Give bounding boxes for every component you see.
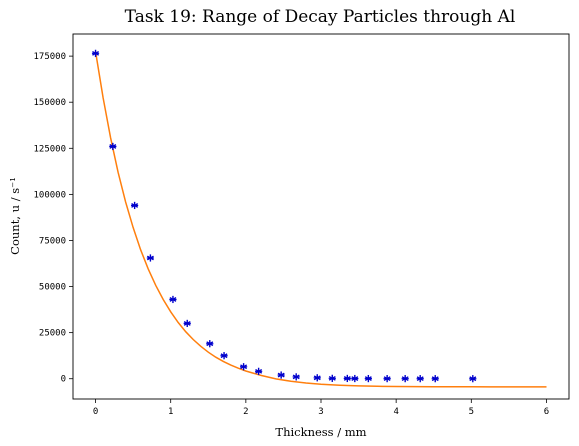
data-point <box>313 374 321 382</box>
data-point <box>351 374 359 383</box>
x-tick-label: 1 <box>168 407 173 417</box>
y-tick-label: 50000 <box>39 283 66 293</box>
y-tick-label: 175000 <box>33 52 66 62</box>
x-tick-label: 0 <box>93 407 98 417</box>
data-point <box>277 371 285 379</box>
y-axis-ticks: 0 25000 50000 75000 100000 125000 150000 175000 <box>33 52 73 385</box>
data-point <box>183 319 191 328</box>
data-point <box>401 375 409 383</box>
data-point <box>109 142 117 151</box>
x-tick-label: 4 <box>393 407 398 417</box>
data-point <box>469 375 477 383</box>
data-point <box>431 375 439 383</box>
data-point <box>169 295 177 304</box>
y-tick-label: 25000 <box>39 329 66 339</box>
x-tick-label: 5 <box>469 407 474 417</box>
data-point <box>239 363 248 371</box>
x-tick-label: 6 <box>544 407 549 417</box>
plot-area <box>91 49 547 388</box>
y-tick-label: 150000 <box>33 98 66 108</box>
x-tick-label: 3 <box>318 407 323 417</box>
data-point <box>343 374 351 383</box>
data-point <box>146 254 155 262</box>
data-point <box>292 373 300 381</box>
x-tick-label: 2 <box>243 407 248 417</box>
data-point <box>255 367 263 375</box>
data-point <box>328 374 336 382</box>
data-point <box>383 375 391 383</box>
data-point <box>131 201 139 210</box>
y-tick-label: 0 <box>61 375 66 385</box>
fit-curve <box>94 51 547 388</box>
axes-frame <box>72 33 570 400</box>
chart-title: Task 19: Range of Decay Particles throug… <box>125 7 516 27</box>
y-axis-label: Count, u / s⁻¹ <box>8 177 22 255</box>
data-point <box>364 374 372 383</box>
y-tick-label: 75000 <box>39 236 66 246</box>
data-point <box>91 49 100 57</box>
x-axis-label: Thickness / mm <box>275 425 366 439</box>
y-tick-label: 125000 <box>33 144 66 154</box>
y-tick-label: 100000 <box>33 190 66 200</box>
data-point <box>220 352 228 360</box>
x-axis-ticks: 0 1 2 3 4 5 6 <box>93 399 549 417</box>
data-point <box>206 340 214 348</box>
data-point <box>416 375 424 383</box>
